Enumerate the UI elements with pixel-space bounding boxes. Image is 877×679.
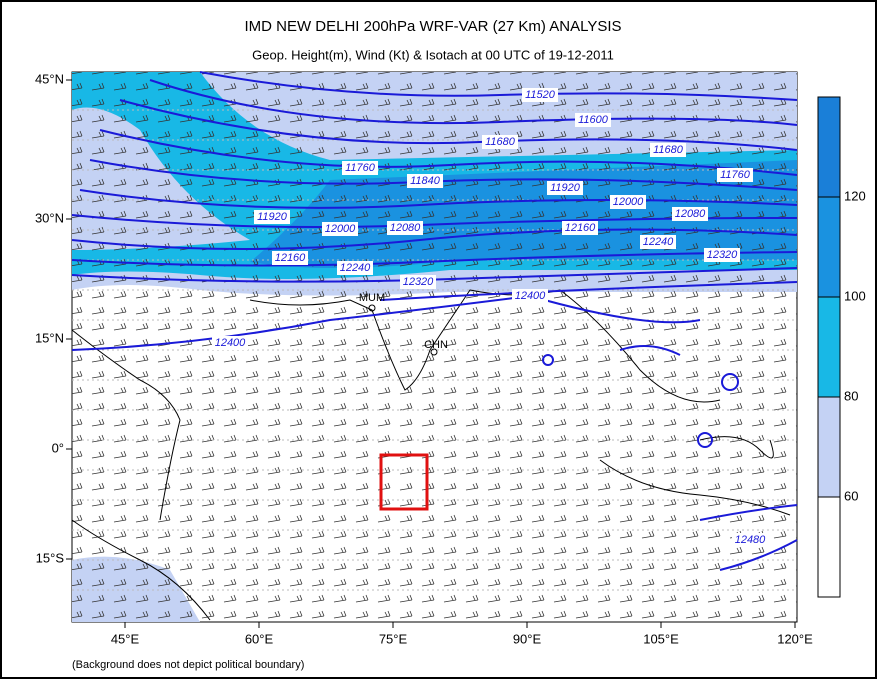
- contour-label: 12320: [707, 249, 738, 261]
- lon-label: 45°E: [111, 631, 140, 646]
- colorbar-tick-label: 120: [844, 188, 866, 203]
- contour-label-bg: [212, 336, 248, 350]
- contour-label-bg: [562, 221, 598, 235]
- contour-label-bg: [482, 135, 518, 149]
- contour-label-bg: [407, 174, 443, 188]
- lat-label: 30°N: [35, 210, 64, 225]
- contour-label: 12480: [735, 534, 766, 546]
- highlight-box: [379, 453, 429, 511]
- contour-label: 12400: [215, 337, 246, 349]
- contour-label-bg: [272, 251, 308, 265]
- contour-label-bg: [672, 207, 708, 221]
- contour-label-bg: [322, 222, 358, 236]
- colorbar-segment: [818, 97, 840, 197]
- contour-label: 12320: [403, 276, 434, 288]
- colorbar-segment: [818, 297, 840, 397]
- contour-label: 11680: [485, 136, 516, 148]
- contour-label: 11600: [578, 114, 609, 126]
- colorbar-segment: [818, 397, 840, 497]
- coastlines: [71, 289, 791, 621]
- contour-label-bg: [575, 113, 611, 127]
- contour-label: 12080: [390, 222, 421, 234]
- contour-label: 12000: [613, 196, 644, 208]
- contour-label-bg: [342, 161, 378, 175]
- station-label: CHN: [424, 339, 448, 351]
- lon-label: 75°E: [379, 631, 408, 646]
- contour-label-bg: [522, 88, 558, 102]
- contour-label: 12080: [675, 208, 706, 220]
- lon-label: 120°E: [777, 631, 813, 646]
- lon-label: 90°E: [513, 631, 542, 646]
- map-title: IMD NEW DELHI 200hPa WRF-VAR (27 Km) ANA…: [244, 18, 621, 35]
- contour-label-bg: [254, 210, 290, 224]
- colorbar-segment: [818, 497, 840, 597]
- colorbar-tick-label: 80: [844, 388, 858, 403]
- colorbar-tick-label: 100: [844, 288, 866, 303]
- lon-label: 105°E: [643, 631, 679, 646]
- contour-label: 12000: [325, 223, 356, 235]
- contour-label-bg: [640, 235, 676, 249]
- contour-label-bg: [337, 261, 373, 275]
- contour-label: 12160: [275, 252, 306, 264]
- colorbar-segment: [818, 197, 840, 297]
- lat-label: 15°S: [36, 550, 65, 565]
- contour-label: 11920: [550, 182, 581, 194]
- contour-label: 11760: [720, 169, 751, 181]
- map-subtitle: Geop. Height(m), Wind (Kt) & Isotach at …: [252, 47, 614, 62]
- contour-label: 11760: [345, 162, 376, 174]
- contour-label-bg: [704, 248, 740, 262]
- contour-label: 11920: [257, 211, 288, 223]
- contour-label: 11680: [653, 144, 684, 156]
- station-label: MUM: [359, 292, 385, 304]
- contour-label: 12400: [515, 290, 546, 302]
- lat-label: 15°N: [35, 330, 64, 345]
- map-area: 11520 11600 11680 11680 11760 11760 11840 11920…: [71, 71, 798, 623]
- contour-label-bg: [400, 275, 436, 289]
- contour-label-bg: [732, 533, 768, 547]
- station-marker: [368, 304, 376, 312]
- contour-label-bg: [387, 221, 423, 235]
- contour-label-bg: [610, 195, 646, 209]
- contour-label-bg: [717, 168, 753, 182]
- lat-label: 45°N: [35, 71, 64, 86]
- lon-label: 60°E: [245, 631, 274, 646]
- contour-label: 12160: [565, 222, 596, 234]
- contour-labels: 11520 11600 11680 11680 11760 11760 11840 11920…: [212, 88, 768, 547]
- contour-label-bg: [547, 181, 583, 195]
- contour-label: 12240: [340, 262, 371, 274]
- colorbar-tick-label: 60: [844, 488, 858, 503]
- contour-label-bg: [650, 143, 686, 157]
- station-marker: [430, 348, 438, 356]
- contour-label: 12240: [643, 236, 674, 248]
- contour-label: 11840: [410, 175, 441, 187]
- contour-label: 11520: [525, 89, 556, 101]
- contour-label-bg: [512, 289, 548, 303]
- lat-label: 0°: [52, 440, 64, 455]
- colorbar-frame: [817, 96, 841, 598]
- footnote: (Background does not depict political bo…: [72, 659, 304, 671]
